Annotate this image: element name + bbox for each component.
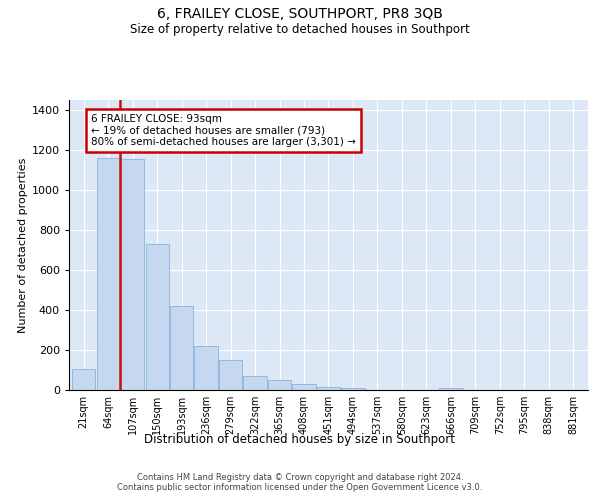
Bar (268, 380, 291, 390)
Bar (292, 384, 316, 390)
Bar (219, 360, 242, 390)
Text: Contains HM Land Registry data © Crown copyright and database right 2024.
Contai: Contains HM Land Registry data © Crown c… (118, 472, 482, 492)
Bar (97, 158, 120, 390)
Y-axis label: Number of detached properties: Number of detached properties (17, 158, 28, 332)
Text: Distribution of detached houses by size in Southport: Distribution of detached houses by size … (145, 432, 455, 446)
Bar (170, 306, 193, 390)
Bar (244, 376, 266, 390)
Bar (121, 159, 144, 390)
Bar (146, 244, 169, 390)
Bar (194, 346, 218, 390)
Text: Size of property relative to detached houses in Southport: Size of property relative to detached ho… (130, 22, 470, 36)
Bar (439, 388, 463, 390)
Bar (317, 386, 340, 390)
Bar (72, 368, 95, 390)
Bar (341, 388, 365, 390)
Text: 6 FRAILEY CLOSE: 93sqm
← 19% of detached houses are smaller (793)
80% of semi-de: 6 FRAILEY CLOSE: 93sqm ← 19% of detached… (91, 114, 356, 147)
Text: 6, FRAILEY CLOSE, SOUTHPORT, PR8 3QB: 6, FRAILEY CLOSE, SOUTHPORT, PR8 3QB (157, 8, 443, 22)
